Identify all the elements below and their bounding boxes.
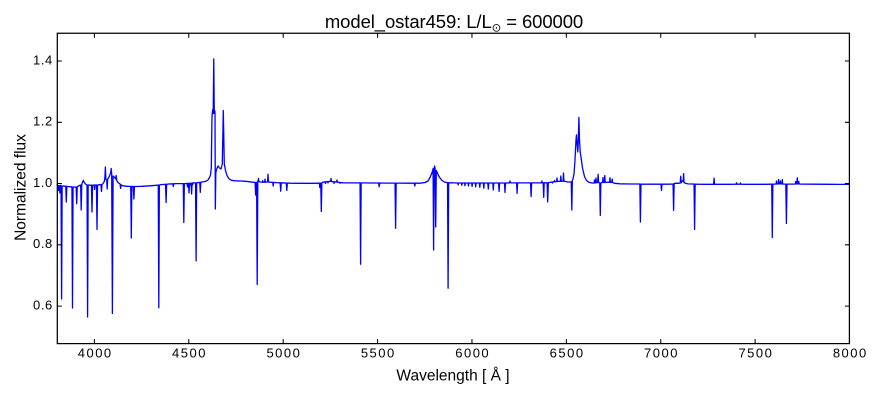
svg-text:0.6: 0.6 <box>33 297 53 312</box>
svg-text:7000: 7000 <box>644 346 679 361</box>
svg-text:5500: 5500 <box>361 346 396 361</box>
svg-text:1.4: 1.4 <box>33 52 53 67</box>
svg-text:4000: 4000 <box>78 346 113 361</box>
svg-text:6500: 6500 <box>550 346 585 361</box>
svg-text:6000: 6000 <box>455 346 490 361</box>
svg-text:model_ostar459: L/L⊙ = 600000: model_ostar459: L/L⊙ = 600000 <box>325 11 583 34</box>
svg-text:7500: 7500 <box>738 346 773 361</box>
svg-text:1.2: 1.2 <box>33 114 53 129</box>
svg-text:1.0: 1.0 <box>33 175 53 190</box>
svg-text:5000: 5000 <box>266 346 301 361</box>
svg-text:0.8: 0.8 <box>33 236 53 251</box>
svg-text:Wavelength [ Å ]: Wavelength [ Å ] <box>396 368 509 385</box>
svg-text:Normalized flux: Normalized flux <box>13 134 30 241</box>
svg-text:4500: 4500 <box>172 346 207 361</box>
svg-text:8000: 8000 <box>833 346 868 361</box>
